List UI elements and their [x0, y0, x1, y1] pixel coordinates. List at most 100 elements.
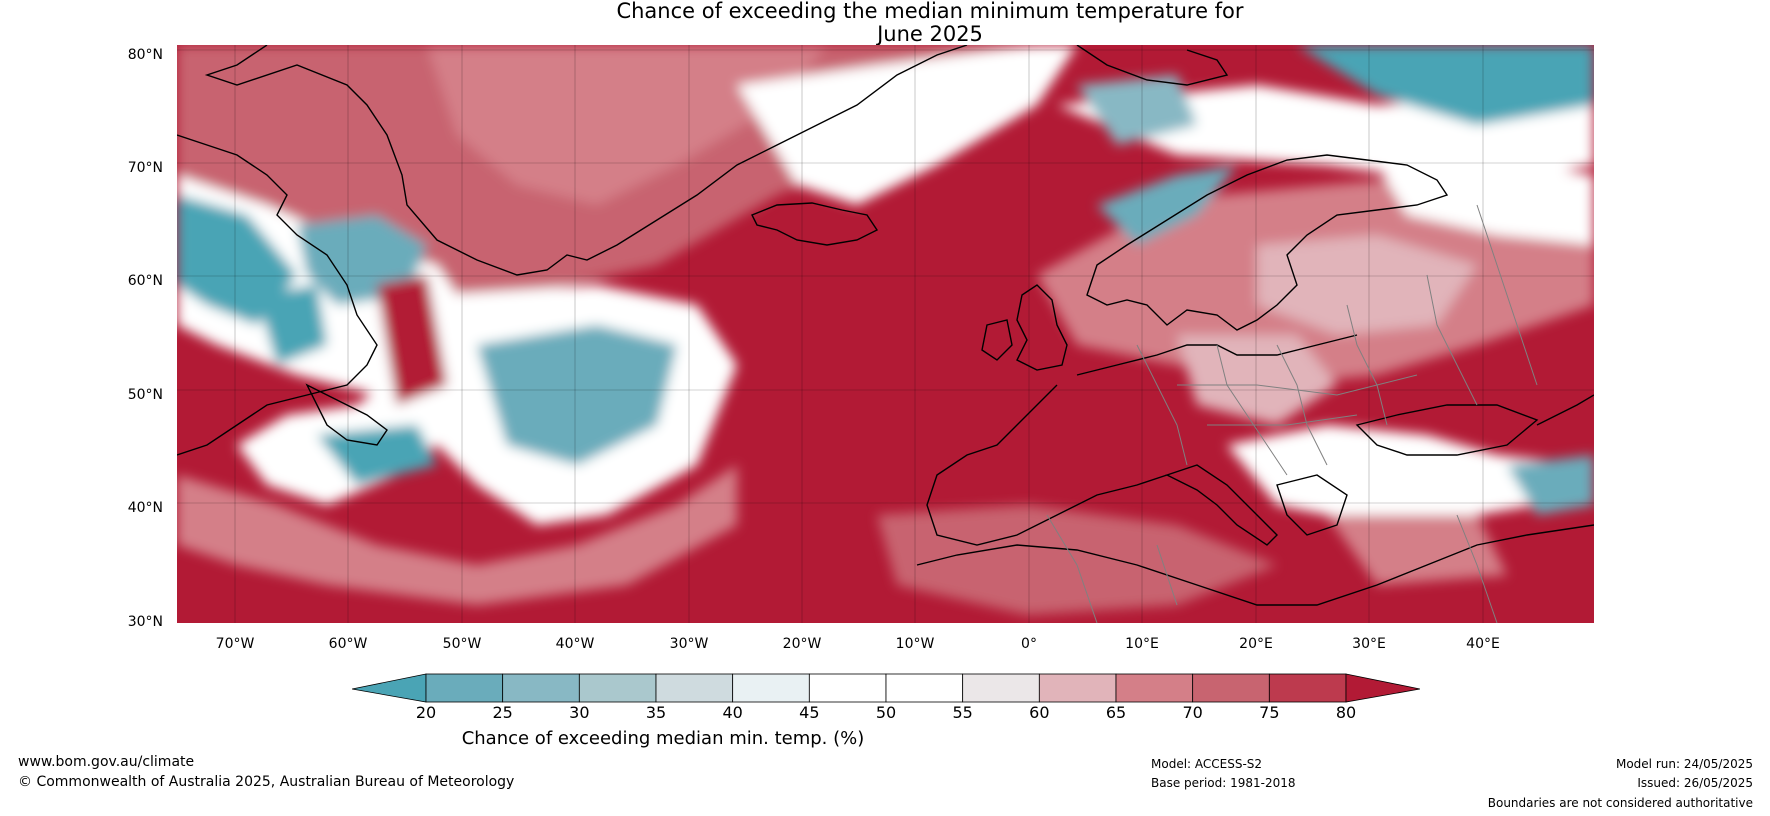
- black-sea-coast: [1355, 404, 1539, 456]
- border-line: [1156, 544, 1178, 606]
- colorbar-tick-label: 45: [799, 703, 820, 722]
- colorbar-tick-label: 80: [1335, 703, 1357, 722]
- colorbar-bin: [655, 673, 734, 703]
- north-africa-warm-region: [877, 505, 1277, 615]
- colorbar-tick-label: 55: [952, 703, 973, 722]
- border-line: [1136, 344, 1188, 466]
- arctic-cool-patch: [1077, 75, 1197, 145]
- lon-label-0: 0°: [1021, 636, 1037, 652]
- lon-label-60w: 60°W: [328, 636, 368, 652]
- greenland-coast: [204, 45, 968, 276]
- colorbar: [352, 673, 1420, 703]
- iberia-coast: [926, 384, 1168, 546]
- border-line: [1346, 304, 1388, 426]
- country-borders: [1046, 204, 1538, 623]
- colorbar-tick-label: 40: [722, 703, 743, 722]
- colorbar-label: Chance of exceeding median min. temp. (%…: [461, 728, 865, 749]
- colorbar-bin: [425, 673, 504, 703]
- colorbar-extend-high: [1345, 673, 1420, 703]
- levant-warm-region: [1327, 515, 1507, 585]
- caucasus-cool-region: [1507, 455, 1594, 515]
- svalbard-cool-region: [1297, 45, 1594, 125]
- central-europe-moderate-region: [1177, 335, 1337, 425]
- lon-label-50w: 50°W: [442, 636, 482, 652]
- lon-label-20e: 20°E: [1239, 636, 1273, 652]
- colorbar-tick-label: 25: [492, 703, 513, 722]
- colorbar-bin: [808, 673, 887, 703]
- lon-label-30w: 30°W: [669, 636, 709, 652]
- mid-atlantic-cool-region: [477, 325, 677, 465]
- scandinavia-coast: [1086, 154, 1449, 331]
- border-line: [1476, 204, 1538, 386]
- colorbar-bin: [1115, 673, 1194, 703]
- baltic-moderate-region: [1257, 235, 1477, 335]
- border-line: [1456, 514, 1498, 623]
- colorbar-tick-label: 35: [645, 703, 667, 722]
- colorbar-bin: [1268, 673, 1347, 703]
- copyright-text: © Commonwealth of Australia 2025, Austra…: [18, 774, 515, 790]
- colorbar-tick-label: 60: [1029, 703, 1050, 722]
- colorbar-bin: [1192, 673, 1270, 703]
- lat-label-60n: 60°N: [127, 273, 163, 289]
- colorbar-extend-low: [352, 673, 427, 703]
- source-url: www.bom.gov.au/climate: [18, 754, 195, 770]
- denmark-strait-neutral-region: [737, 45, 1077, 205]
- border-line: [1426, 274, 1478, 406]
- colorbar-bin: [732, 673, 810, 703]
- labrador-coast: [177, 134, 378, 456]
- colorbar-bin: [578, 673, 657, 703]
- lon-label-40e: 40°E: [1466, 636, 1500, 652]
- title-line-1: Chance of exceeding the median minimum t…: [616, 0, 1244, 23]
- quebec-cool-region: [257, 285, 327, 365]
- colorbar-tick-label: 75: [1259, 703, 1280, 722]
- colorbar-bin: [885, 673, 964, 703]
- colorbar-bin: [1038, 673, 1117, 703]
- lon-label-40w: 40°W: [555, 636, 595, 652]
- greenland-moderate-region: [427, 45, 827, 205]
- colorbar-tick-label: 50: [875, 703, 897, 722]
- border-line: [1046, 514, 1098, 623]
- border-line: [1216, 344, 1288, 476]
- scandinavia-cool-region: [1097, 165, 1237, 245]
- italy-coast: [1165, 464, 1278, 546]
- lon-label-20w: 20°W: [782, 636, 822, 652]
- border-line: [1177, 374, 1418, 396]
- ireland-coast: [981, 319, 1013, 361]
- greece-coast: [1276, 474, 1348, 536]
- map-canvas: [177, 45, 1594, 623]
- border-line: [1207, 414, 1358, 426]
- labrador-sea-warm-patch: [377, 275, 447, 405]
- lat-label-50n: 50°N: [127, 387, 163, 403]
- base-period-text: Base period: 1981-2018: [1151, 776, 1296, 790]
- colorbar-tick-label: 20: [415, 703, 437, 722]
- colorbar-bin: [502, 673, 580, 703]
- newfoundland-coast: [305, 383, 388, 446]
- colorbar-tick-label: 70: [1182, 703, 1203, 722]
- iceland-coast: [751, 202, 879, 246]
- colorbar-tick-label: 30: [569, 703, 590, 722]
- coastlines: [177, 45, 1594, 606]
- model-run-text: Model run: 24/05/2025: [1615, 757, 1753, 771]
- great-britain-coast: [1016, 284, 1068, 371]
- lat-label-70n: 70°N: [127, 160, 163, 176]
- disclaimer-text: Boundaries are not considered authoritat…: [1487, 796, 1753, 810]
- lat-label-80n: 80°N: [127, 47, 163, 63]
- svalbard-coast: [1076, 45, 1229, 86]
- border-line: [1276, 344, 1328, 466]
- lon-label-70w: 70°W: [215, 636, 255, 652]
- colorbar-bins: [352, 673, 1420, 703]
- lon-label-10w: 10°W: [895, 636, 935, 652]
- caspian-coast: [1536, 394, 1594, 426]
- turkey-neutral-region: [1227, 425, 1594, 525]
- model-text: Model: ACCESS-S2: [1151, 757, 1263, 771]
- lon-label-30e: 30°E: [1352, 636, 1386, 652]
- labrador-cool-region: [177, 195, 297, 325]
- map-title: Chance of exceeding the median minimum t…: [0, 0, 1770, 46]
- subtropical-warm-band: [177, 465, 737, 605]
- colorbar-tick-label: 65: [1105, 703, 1127, 722]
- lat-label-30n: 30°N: [127, 614, 163, 630]
- forecast-map: [177, 45, 1594, 623]
- issued-text: Issued: 26/05/2025: [1637, 776, 1753, 790]
- title-line-2: June 2025: [877, 22, 983, 46]
- north-africa-coast: [916, 524, 1594, 606]
